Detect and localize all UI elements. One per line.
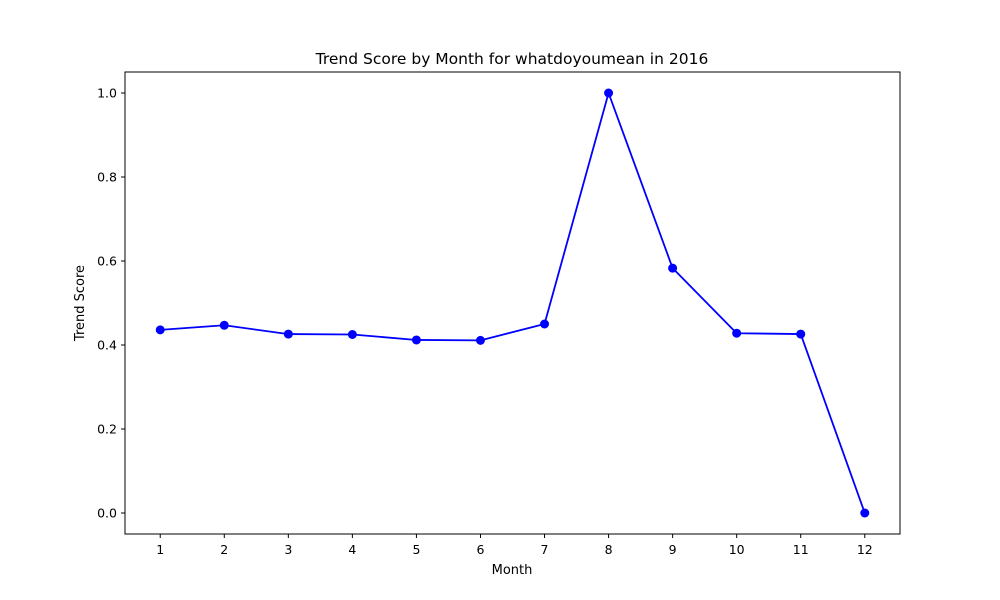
data-point <box>283 329 293 339</box>
x-tick-label: 11 <box>793 542 809 557</box>
data-point <box>411 335 421 345</box>
data-point <box>540 319 550 329</box>
data-point <box>732 328 742 338</box>
x-tick-label: 4 <box>348 542 356 557</box>
x-tick-label: 6 <box>476 542 484 557</box>
x-tick-label: 7 <box>541 542 549 557</box>
y-axis: 0.0 0.2 0.4 0.6 0.8 1.0 <box>97 86 125 521</box>
y-tick-label: 0.8 <box>97 170 117 185</box>
y-tick-label: 0.6 <box>97 254 117 269</box>
x-axis-title: Month <box>492 563 533 578</box>
data-point <box>155 325 165 335</box>
x-tick-label: 9 <box>669 542 677 557</box>
data-point <box>347 330 357 339</box>
data-point <box>475 335 485 345</box>
data-point <box>668 263 678 273</box>
y-tick-label: 0.4 <box>97 338 117 353</box>
plot-area <box>124 71 901 535</box>
series-layer <box>155 88 870 518</box>
x-tick-label: 1 <box>156 542 164 557</box>
data-point <box>604 88 614 98</box>
chart-title: Trend Score by Month for whatdoyoumean i… <box>315 50 709 68</box>
y-tick-label: 1.0 <box>97 86 117 101</box>
x-tick-label: 8 <box>605 542 613 557</box>
x-tick-label: 5 <box>412 542 420 557</box>
y-tick-label: 0.2 <box>97 422 117 437</box>
x-tick-label: 2 <box>220 542 228 557</box>
data-point <box>219 320 229 330</box>
series-line <box>160 92 866 514</box>
data-point <box>860 508 870 518</box>
x-tick-label: 3 <box>284 542 292 557</box>
x-axis: 1 2 3 4 5 6 7 8 9 10 11 12 <box>156 534 873 557</box>
y-axis-title: Trend Score <box>73 265 88 342</box>
x-tick-label: 10 <box>729 542 745 557</box>
x-tick-label: 12 <box>857 542 873 557</box>
data-point <box>796 329 806 339</box>
y-tick-label: 0.0 <box>97 506 117 521</box>
